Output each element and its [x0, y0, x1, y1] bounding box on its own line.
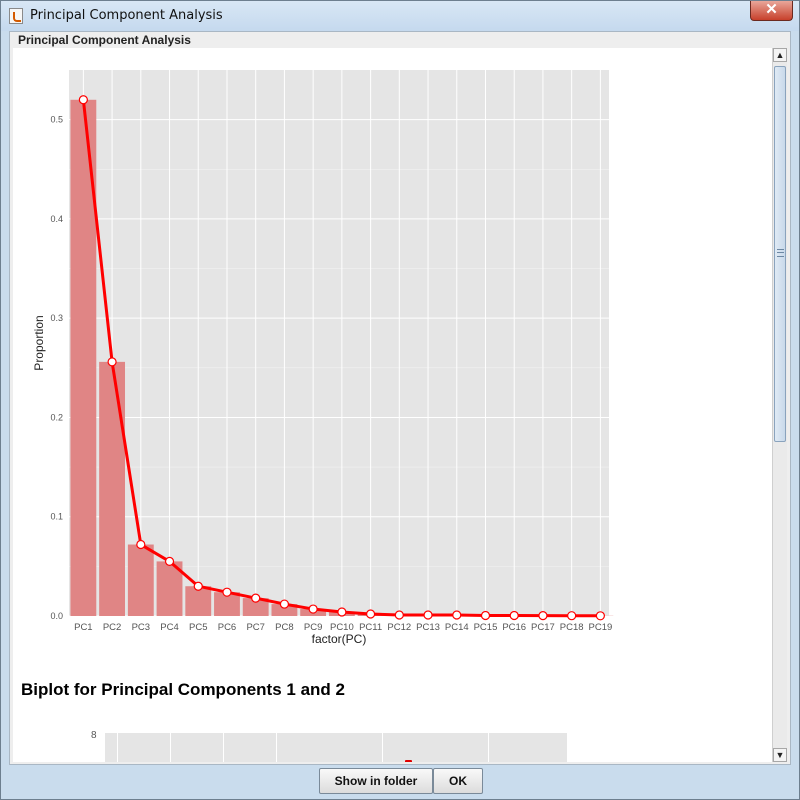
data-point	[222, 587, 232, 597]
x-tick-label: PC16	[502, 622, 526, 633]
data-point	[538, 611, 548, 621]
bar	[242, 598, 269, 616]
x-tick-label: PC11	[359, 622, 382, 633]
plot-panel	[69, 70, 609, 616]
x-tick-label: PC8	[275, 622, 293, 633]
ok-button[interactable]: OK	[433, 768, 483, 794]
x-tick-label: PC15	[474, 622, 498, 633]
data-point	[78, 95, 88, 105]
y-tick-label: 0.1	[50, 512, 63, 522]
x-axis-label: factor(PC)	[312, 632, 367, 646]
x-tick-label: PC19	[589, 622, 613, 633]
pca-panel: Principal Component Analysis 0.0 0.1 0.2 0.…	[9, 31, 791, 765]
data-point	[509, 610, 519, 621]
biplot-gridline	[170, 733, 171, 762]
x-tick-label: PC12	[387, 622, 411, 633]
java-app-icon	[9, 8, 23, 24]
x-tick-label: PC7	[246, 622, 264, 633]
x-tick-label: PC1	[74, 622, 92, 633]
show-in-folder-button[interactable]: Show in folder	[319, 768, 433, 794]
biplot-gridline	[488, 733, 489, 762]
biplot-gridline	[223, 733, 224, 762]
bar	[271, 604, 298, 616]
bar	[185, 586, 212, 616]
y-axis-label: Proportion	[32, 315, 46, 370]
scroll-grip-icon	[777, 249, 784, 257]
x-tick-label: PC13	[416, 622, 440, 633]
x-tick-label: PC10	[330, 622, 354, 633]
y-tick-label: 0.4	[50, 214, 63, 224]
biplot-gridline	[382, 733, 383, 762]
data-point	[193, 581, 203, 591]
y-tick-label: 0.0	[50, 611, 63, 621]
biplot-y-tick-label: 8	[91, 730, 97, 741]
y-tick-label: 0.5	[50, 115, 63, 125]
button-bar: Show in folder OK	[1, 765, 799, 799]
scroll-down-button[interactable]: ▼	[773, 748, 787, 762]
x-tick-label: PC18	[560, 622, 584, 633]
vertical-scrollbar[interactable]: ▲ ▼	[772, 48, 787, 762]
scroll-up-button[interactable]: ▲	[773, 48, 787, 62]
section-title: Principal Component Analysis	[18, 33, 191, 47]
x-tick-label: PC3	[132, 622, 150, 633]
x-tick-label: PC17	[531, 622, 555, 633]
data-point	[279, 599, 290, 609]
data-point	[480, 610, 491, 621]
data-point	[595, 611, 605, 621]
bar	[214, 592, 240, 616]
data-point	[423, 610, 433, 620]
data-point	[107, 357, 117, 367]
data-point	[365, 609, 376, 619]
data-point	[164, 556, 175, 567]
x-tick-label: PC5	[189, 622, 207, 633]
data-point	[136, 539, 146, 550]
bar	[127, 544, 154, 616]
data-point	[251, 593, 261, 603]
scroll-thumb[interactable]	[774, 66, 786, 442]
bar	[99, 361, 126, 616]
x-tick-label: PC14	[445, 622, 469, 633]
y-tick-label: 0.3	[50, 313, 63, 323]
window-title: Principal Component Analysis	[30, 8, 223, 23]
y-tick-label: 0.2	[50, 412, 63, 422]
scree-plot: 0.0 0.1 0.2 0.3 0.4 0.5 PC1 PC2 PC3 PC4 PC5 PC6 PC7 P…	[32, 70, 614, 646]
data-point	[567, 611, 577, 621]
x-tick-label: PC6	[218, 622, 236, 633]
close-button[interactable]: ✕	[750, 1, 793, 21]
x-tick-label: PC2	[103, 622, 121, 633]
title-bar: Principal Component Analysis ✕	[1, 1, 799, 31]
x-tick-label: PC9	[304, 622, 322, 633]
biplot-gridline	[276, 733, 277, 762]
data-point	[452, 610, 462, 620]
data-point	[394, 610, 404, 620]
scroll-content: 0.0 0.1 0.2 0.3 0.4 0.5 PC1 PC2 PC3 PC4 PC5 PC6 PC7 P…	[13, 48, 773, 762]
biplot-title: Biplot for Principal Components 1 and 2	[21, 680, 345, 699]
biplot-point	[405, 760, 412, 762]
biplot-panel	[105, 733, 567, 762]
data-point	[308, 604, 318, 614]
data-point	[337, 607, 347, 617]
biplot-gridline	[117, 733, 118, 762]
x-tick-label: PC4	[160, 622, 178, 633]
